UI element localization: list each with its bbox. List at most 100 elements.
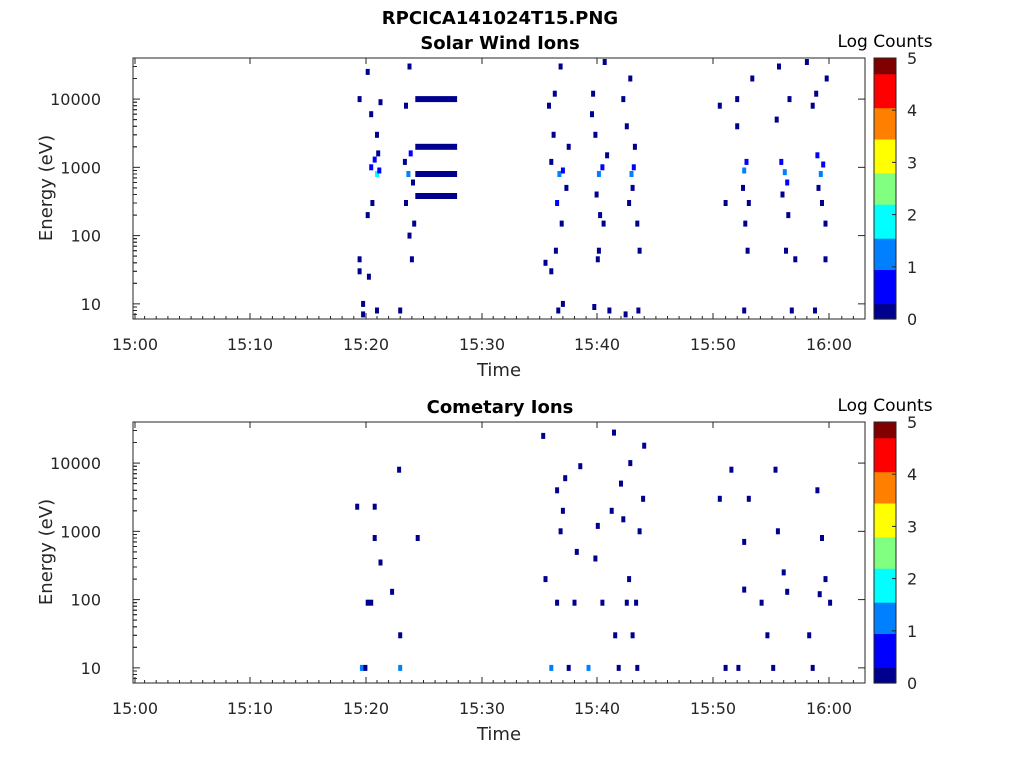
colorbar-segment bbox=[874, 596, 896, 601]
heatmap-cell bbox=[369, 164, 374, 171]
colorbar-tick-label: 3 bbox=[907, 153, 917, 172]
heatmap-cell bbox=[560, 300, 565, 307]
y-tick-label: 100 bbox=[70, 227, 101, 246]
colorbar-segment bbox=[874, 463, 896, 467]
x-tick-label: 15:30 bbox=[459, 699, 505, 718]
colorbar-segment bbox=[874, 123, 896, 127]
heatmap-cell bbox=[787, 96, 792, 103]
heatmap-cell bbox=[593, 555, 598, 562]
colorbar-segment bbox=[874, 76, 896, 80]
colorbar-segment bbox=[874, 636, 896, 640]
heatmap-cell bbox=[823, 220, 828, 227]
colorbar-segment bbox=[874, 667, 896, 671]
heatmap-cell bbox=[789, 307, 794, 314]
colorbar-segment bbox=[874, 243, 896, 247]
colorbar-segment bbox=[874, 303, 896, 307]
heatmap-cell bbox=[636, 307, 641, 314]
colorbar: 0 1 2 3 4 5 bbox=[873, 413, 917, 693]
colorbar-segment bbox=[874, 487, 896, 491]
colorbar-segment bbox=[874, 529, 896, 533]
colorbar-segment bbox=[874, 466, 896, 470]
heatmap-cell bbox=[641, 495, 646, 502]
colorbar-segment bbox=[874, 91, 896, 96]
heatmap-cell bbox=[816, 184, 821, 191]
heatmap-cell bbox=[543, 576, 548, 583]
heatmap-cell bbox=[717, 102, 722, 109]
heatmap-cell bbox=[555, 599, 560, 606]
heatmap-cell bbox=[782, 169, 787, 176]
colorbar-segment bbox=[874, 104, 896, 109]
colorbar-tick-label: 5 bbox=[907, 413, 917, 432]
heatmap-cell bbox=[818, 171, 823, 177]
colorbar-segment bbox=[874, 162, 896, 166]
heatmap-cell bbox=[595, 256, 600, 263]
colorbar-segment bbox=[874, 58, 896, 62]
colorbar-segment bbox=[874, 602, 896, 606]
heatmap-cell bbox=[817, 591, 822, 598]
heatmap-cell bbox=[815, 152, 820, 159]
heatmap-cell bbox=[566, 143, 571, 150]
colorbar-segment bbox=[874, 146, 896, 150]
colorbar-segment bbox=[874, 557, 896, 561]
colorbar-segment bbox=[874, 570, 896, 574]
colorbar-segment bbox=[874, 131, 896, 135]
colorbar-frame bbox=[873, 421, 897, 684]
heatmap-cell bbox=[609, 507, 614, 514]
heatmap-cell bbox=[378, 559, 383, 566]
colorbar-segment bbox=[874, 60, 896, 64]
colorbar-segment bbox=[874, 298, 896, 302]
colorbar-segment bbox=[874, 227, 896, 231]
colorbar-segment bbox=[874, 125, 896, 130]
colorbar-segment bbox=[874, 102, 896, 106]
colorbar-segment bbox=[874, 274, 896, 278]
colorbar-segment bbox=[874, 641, 896, 645]
colorbar-segment bbox=[874, 84, 896, 88]
colorbar-segment bbox=[874, 555, 896, 559]
heatmap-cell bbox=[823, 256, 828, 263]
heatmap-cell bbox=[586, 664, 591, 671]
heatmap-cell bbox=[402, 158, 407, 165]
heatmap-cell bbox=[607, 307, 612, 314]
plot-area bbox=[133, 422, 865, 683]
heatmap-cell bbox=[375, 307, 379, 314]
figure-title: RPCICA141024T15.PNG bbox=[382, 8, 618, 29]
colorbar-segment bbox=[874, 429, 896, 434]
colorbar-segment bbox=[874, 183, 896, 187]
heatmap-cell bbox=[406, 171, 411, 177]
colorbar-segment bbox=[874, 107, 896, 111]
heatmap-cell bbox=[735, 123, 740, 130]
heatmap-cell bbox=[773, 466, 778, 473]
colorbar-segment bbox=[874, 225, 896, 229]
colorbar-segment bbox=[874, 165, 896, 169]
heatmap-cell bbox=[365, 68, 370, 75]
heatmap-cell bbox=[590, 111, 594, 118]
colorbar-segment bbox=[874, 622, 896, 627]
colorbar-segment bbox=[874, 81, 896, 85]
heatmap-cell bbox=[390, 588, 395, 595]
y-tick-label: 10 bbox=[81, 659, 101, 678]
heatmap-cell bbox=[357, 96, 362, 103]
colorbar-segment bbox=[874, 651, 896, 655]
heatmap-cell bbox=[717, 495, 722, 502]
colorbar-segment bbox=[874, 188, 896, 192]
colorbar-segment bbox=[874, 253, 896, 257]
heatmap-cell bbox=[784, 247, 788, 254]
colorbar-segment bbox=[874, 669, 896, 674]
heatmap-cell bbox=[742, 538, 747, 545]
colorbar-segment bbox=[874, 232, 896, 237]
panel-cometary-ions: Cometary Ions 15:00 15:10 15:20 15:30 15:40 1… bbox=[36, 396, 933, 745]
colorbar-segment bbox=[874, 432, 896, 436]
heatmap-cell bbox=[547, 102, 551, 109]
heatmap-cell bbox=[595, 522, 600, 529]
heatmap-cell bbox=[541, 432, 546, 439]
colorbar-segment bbox=[874, 159, 896, 163]
colorbar-segment bbox=[874, 474, 896, 478]
colorbar-segment bbox=[874, 211, 896, 216]
colorbar-segment bbox=[874, 479, 896, 483]
colorbar-segment bbox=[874, 238, 896, 242]
colorbar-segment bbox=[874, 573, 896, 577]
colorbar-tick-label: 2 bbox=[907, 570, 917, 589]
colorbar-segment bbox=[874, 489, 896, 494]
colorbar-segment bbox=[874, 240, 896, 244]
heatmap-cell bbox=[369, 111, 374, 118]
